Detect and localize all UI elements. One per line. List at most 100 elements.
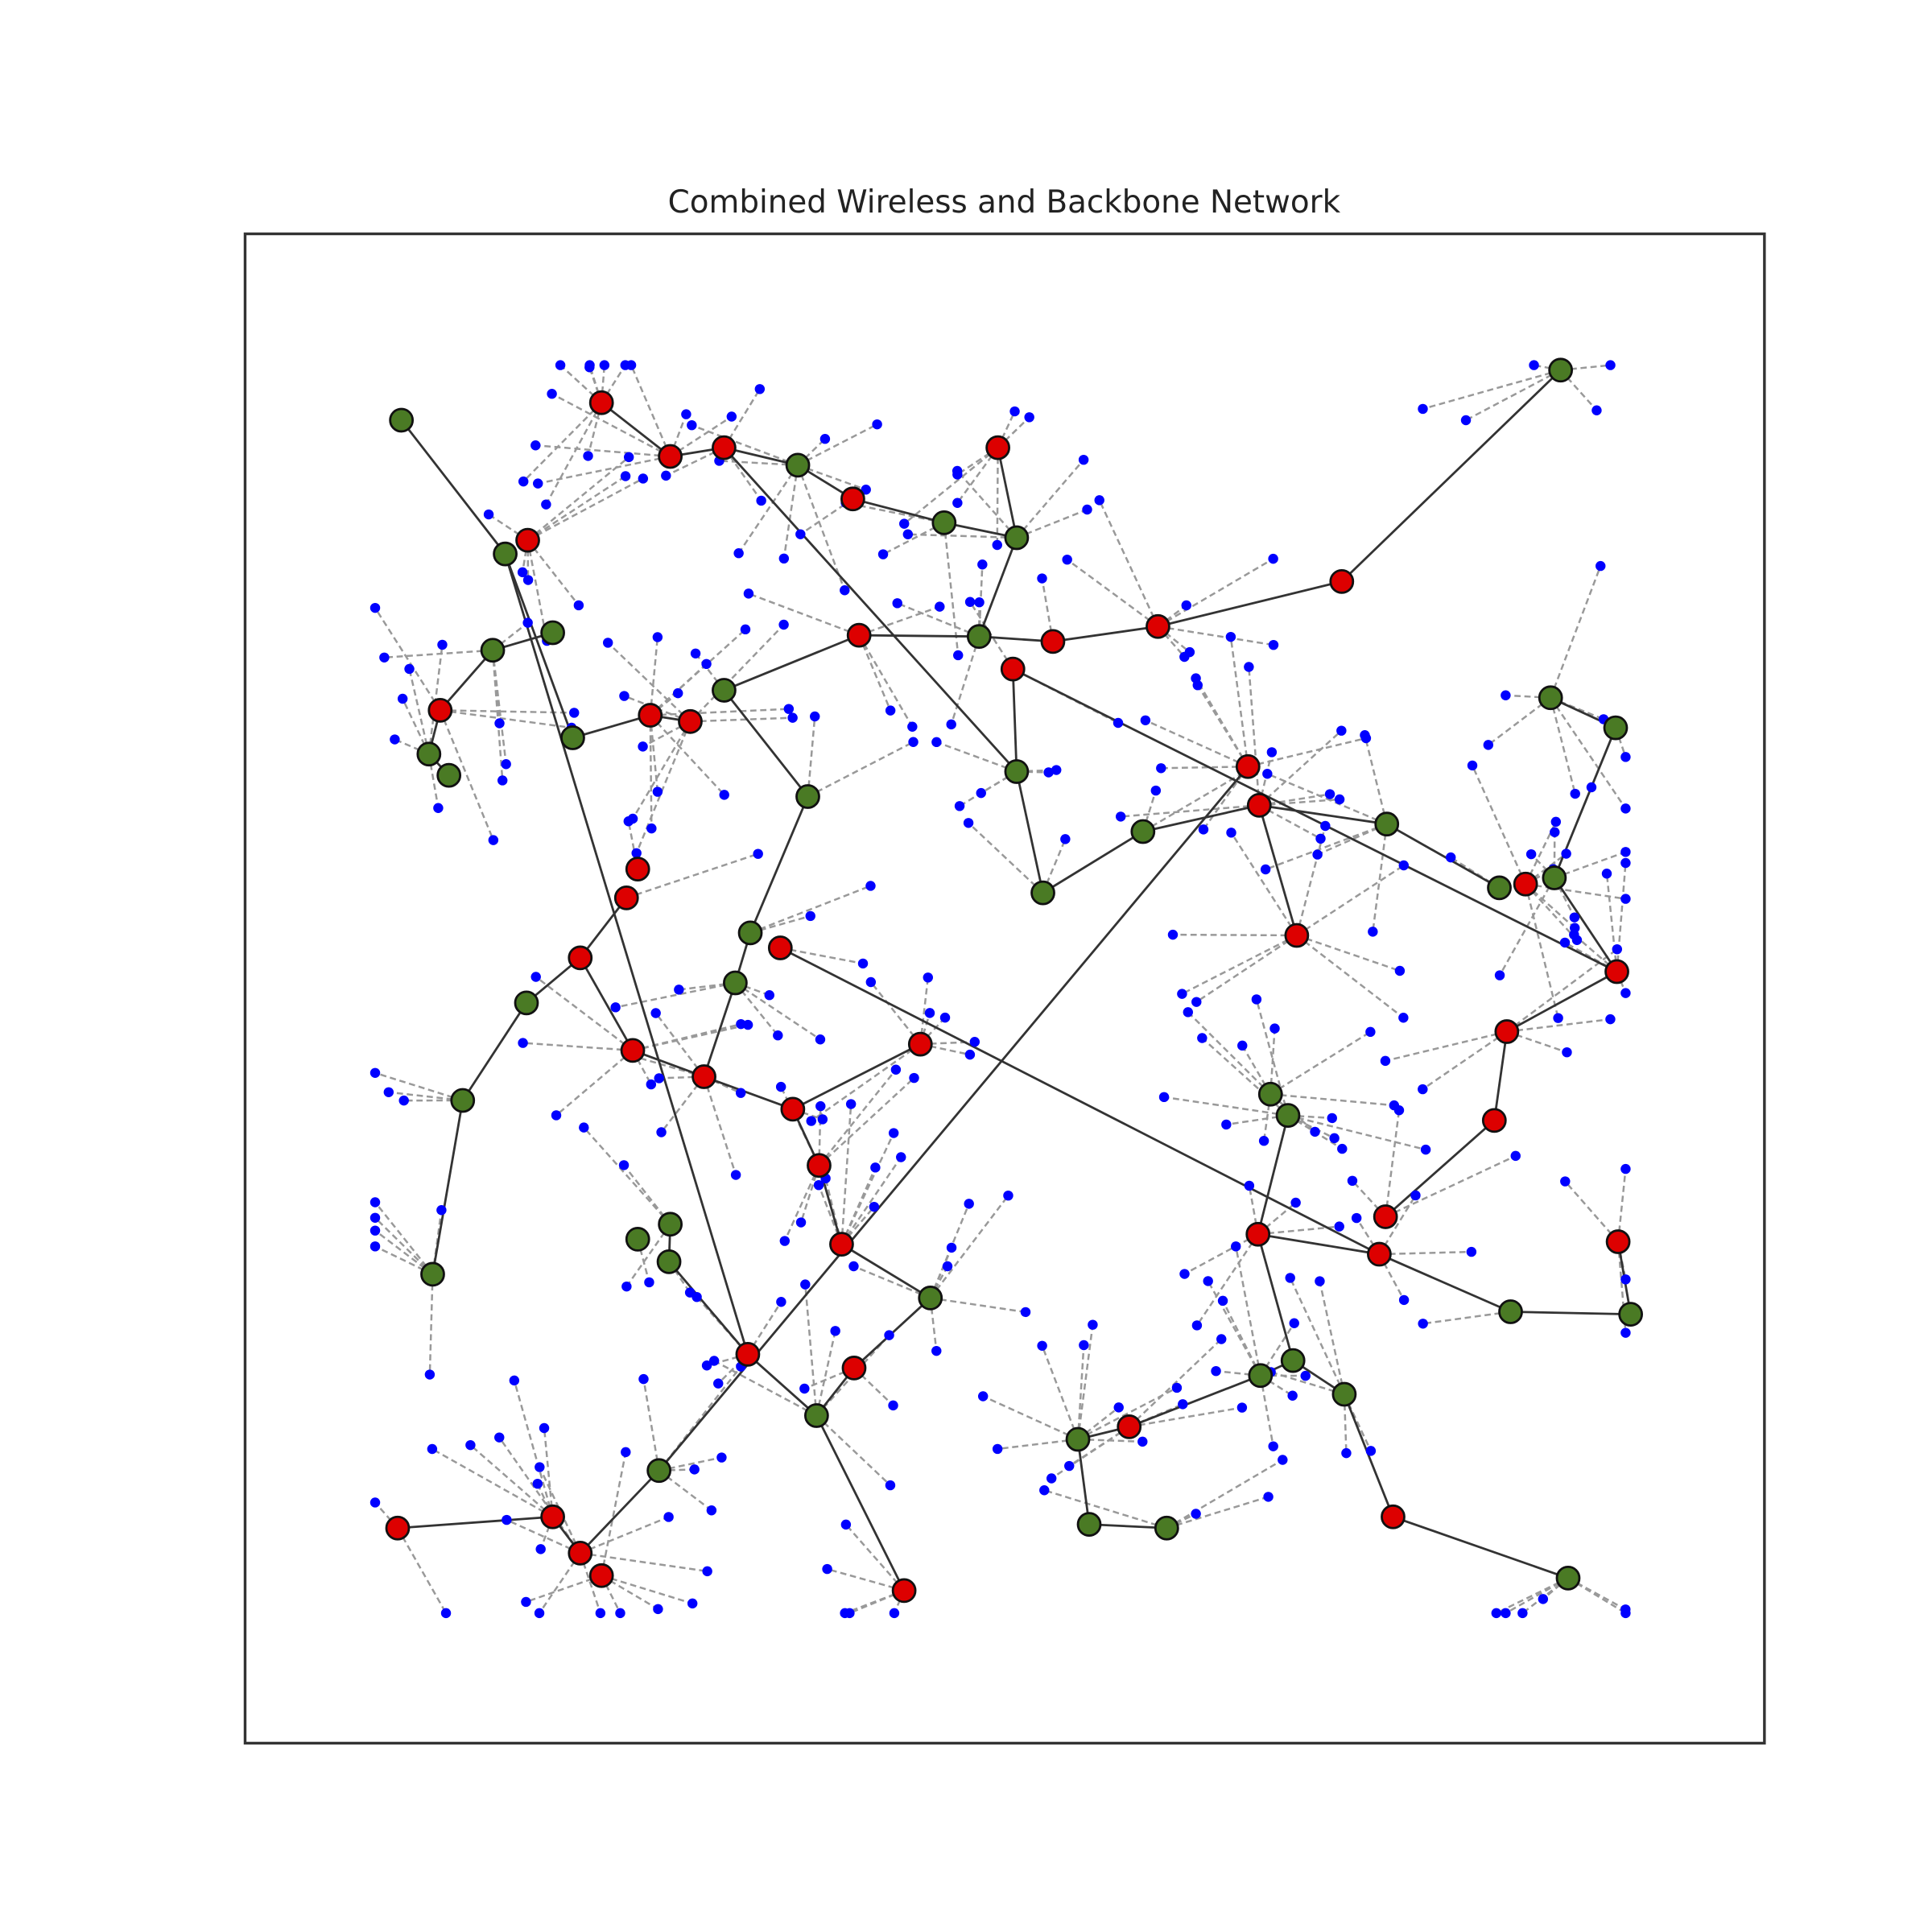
wireless-link xyxy=(1378,1253,1406,1301)
gateway-node xyxy=(560,725,585,750)
client-node xyxy=(494,718,505,729)
client-node xyxy=(397,693,408,704)
client-node xyxy=(939,1012,951,1023)
client-node xyxy=(689,1464,700,1475)
client-node xyxy=(1334,1221,1344,1232)
gateway-node xyxy=(803,1403,829,1428)
router-node xyxy=(767,935,793,960)
client-node xyxy=(888,1400,898,1411)
wireless-link xyxy=(956,447,999,476)
client-node xyxy=(702,1566,712,1577)
wireless-link xyxy=(1422,1030,1508,1091)
client-node xyxy=(1191,673,1201,683)
client-node xyxy=(1268,639,1279,650)
router-node xyxy=(1481,1108,1507,1133)
client-node xyxy=(1137,1436,1148,1447)
client-node xyxy=(952,497,963,508)
wireless-link xyxy=(1554,851,1626,879)
router-node xyxy=(588,1563,614,1588)
client-node xyxy=(776,1297,786,1307)
router-node xyxy=(1146,613,1170,639)
client-node xyxy=(1060,834,1071,844)
wireless-link xyxy=(543,1427,554,1517)
client-node xyxy=(494,1432,505,1443)
router-node xyxy=(807,1153,832,1179)
router-node xyxy=(613,885,639,910)
client-node xyxy=(1315,833,1326,844)
gateway-node xyxy=(1275,1103,1301,1129)
client-node xyxy=(773,1030,783,1041)
client-node xyxy=(733,548,744,559)
gateway-node xyxy=(1257,1081,1283,1107)
client-node xyxy=(974,597,985,608)
wireless-link xyxy=(1041,1345,1080,1440)
wireless-link xyxy=(1187,1011,1272,1096)
client-node xyxy=(1393,1104,1405,1116)
client-node xyxy=(1062,554,1072,565)
client-node xyxy=(778,619,789,630)
client-node xyxy=(1320,820,1331,832)
client-node xyxy=(708,1356,720,1366)
wireless-link xyxy=(649,714,725,796)
client-node xyxy=(1150,785,1162,796)
wireless-link xyxy=(1181,934,1298,995)
client-node xyxy=(1260,864,1271,875)
backbone-link xyxy=(1259,804,1387,826)
client-node xyxy=(1525,848,1537,860)
client-node xyxy=(992,539,1002,551)
client-node xyxy=(756,495,766,506)
client-node xyxy=(440,1608,452,1619)
gateway-node xyxy=(1030,880,1055,906)
gateway-node xyxy=(1004,759,1030,784)
client-node xyxy=(743,588,754,599)
wireless-link xyxy=(858,605,940,637)
wireless-link xyxy=(551,393,671,458)
client-node xyxy=(953,650,964,661)
router-node xyxy=(1381,1504,1406,1530)
wireless-link xyxy=(1258,752,1274,806)
client-node xyxy=(1225,631,1236,642)
client-node xyxy=(672,687,683,699)
client-node xyxy=(691,1291,702,1302)
client-node xyxy=(569,708,580,718)
client-node xyxy=(1562,1046,1572,1058)
wireless-link xyxy=(950,636,980,725)
wireless-link xyxy=(997,411,1016,448)
client-node xyxy=(806,1116,816,1126)
client-node xyxy=(547,389,557,399)
backbone-link xyxy=(852,497,945,524)
client-node xyxy=(923,972,933,983)
client-node xyxy=(638,1373,649,1385)
wireless-link xyxy=(1422,1311,1511,1325)
client-node xyxy=(1158,1092,1170,1103)
backbone-link xyxy=(601,402,671,458)
client-node xyxy=(1620,803,1631,814)
backbone-link xyxy=(1142,804,1260,833)
wireless-link xyxy=(526,1575,602,1604)
wireless-link xyxy=(535,444,671,458)
wireless-link xyxy=(748,592,860,637)
gateway-node xyxy=(540,620,565,646)
wireless-link xyxy=(1505,694,1551,700)
backbone-link xyxy=(632,1049,705,1078)
client-node xyxy=(848,1261,859,1272)
client-node xyxy=(1418,1319,1428,1329)
client-node xyxy=(369,1197,381,1208)
client-node xyxy=(663,1512,674,1522)
wireless-link xyxy=(1166,1459,1283,1530)
wireless-link xyxy=(555,1049,634,1117)
client-node xyxy=(1179,1269,1190,1279)
client-node xyxy=(1140,715,1151,726)
wireless-link xyxy=(1158,625,1274,646)
client-node xyxy=(383,1087,394,1097)
wireless-link xyxy=(980,770,1018,795)
client-node xyxy=(716,1452,727,1463)
client-node xyxy=(615,1608,625,1619)
wireless-link xyxy=(649,637,659,716)
client-node xyxy=(1113,1402,1124,1413)
wireless-link xyxy=(807,716,816,797)
client-node xyxy=(1586,782,1597,793)
title: Combined Wireless and Backbone Network xyxy=(668,184,1341,221)
wireless-link xyxy=(1524,883,1559,1018)
